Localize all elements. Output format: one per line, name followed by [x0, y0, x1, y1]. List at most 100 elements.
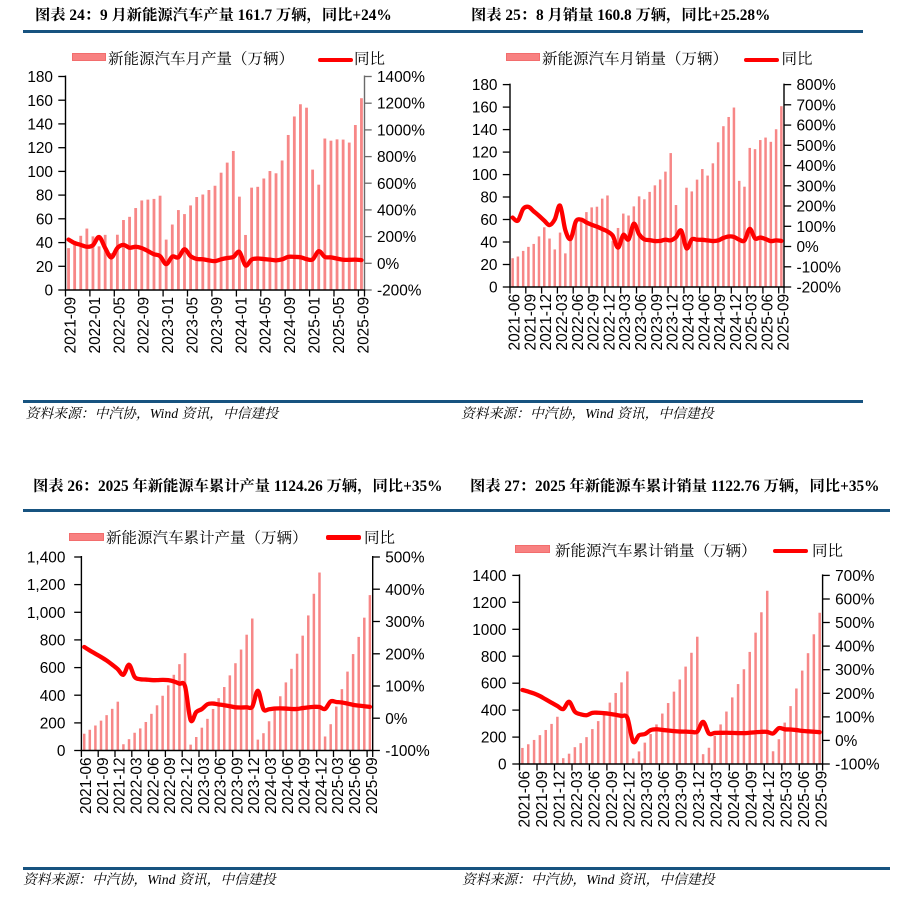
svg-text:2022-03: 2022-03 [569, 771, 586, 827]
svg-text:40: 40 [480, 235, 497, 252]
svg-text:-200%: -200% [377, 283, 422, 300]
svg-text:2024-12: 2024-12 [761, 771, 778, 827]
svg-text:2021-09: 2021-09 [522, 294, 539, 350]
svg-text:2022-01: 2022-01 [87, 297, 104, 353]
svg-text:180: 180 [27, 69, 53, 86]
svg-text:2024-09: 2024-09 [282, 297, 299, 353]
svg-text:600%: 600% [377, 176, 417, 193]
svg-text:2025-06: 2025-06 [347, 758, 364, 814]
svg-text:1400%: 1400% [377, 69, 425, 86]
svg-text:800: 800 [481, 649, 507, 666]
svg-text:2025-09: 2025-09 [814, 771, 831, 827]
svg-text:2024-03: 2024-03 [680, 294, 697, 350]
svg-text:400%: 400% [797, 158, 837, 175]
svg-text:2024-03: 2024-03 [263, 758, 280, 814]
svg-text:2021-06: 2021-06 [507, 294, 524, 350]
svg-text:2023-03: 2023-03 [196, 758, 213, 814]
svg-text:2021-12: 2021-12 [538, 294, 555, 350]
svg-text:1400: 1400 [472, 568, 506, 585]
svg-text:2024-12: 2024-12 [313, 758, 330, 814]
svg-text:2024-09: 2024-09 [297, 758, 314, 814]
svg-text:140: 140 [27, 117, 53, 134]
svg-text:2024-03: 2024-03 [709, 771, 726, 827]
svg-text:1000: 1000 [472, 622, 506, 639]
svg-text:300%: 300% [385, 614, 425, 631]
svg-text:100: 100 [27, 164, 53, 181]
svg-text:80: 80 [36, 188, 53, 205]
svg-text:100: 100 [472, 167, 498, 184]
svg-text:200%: 200% [377, 229, 417, 246]
svg-text:2023-03: 2023-03 [617, 294, 634, 350]
svg-text:-100%: -100% [385, 743, 430, 760]
svg-text:2022-03: 2022-03 [554, 294, 571, 350]
svg-text:200: 200 [40, 715, 66, 732]
svg-text:600: 600 [40, 660, 66, 677]
svg-text:60: 60 [36, 211, 53, 228]
svg-text:40: 40 [36, 235, 53, 252]
svg-text:100%: 100% [835, 709, 875, 726]
svg-text:500%: 500% [797, 138, 837, 155]
svg-text:400: 400 [481, 703, 507, 720]
svg-text:2021-12: 2021-12 [551, 771, 568, 827]
svg-text:2023-06: 2023-06 [213, 758, 230, 814]
svg-text:2025-03: 2025-03 [744, 294, 761, 350]
svg-text:0%: 0% [835, 733, 858, 750]
svg-text:400%: 400% [385, 582, 425, 599]
svg-text:400: 400 [40, 688, 66, 705]
svg-text:0%: 0% [385, 711, 408, 728]
svg-text:2022-06: 2022-06 [145, 758, 162, 814]
svg-text:2021-06: 2021-06 [516, 771, 533, 827]
svg-text:0%: 0% [377, 256, 400, 273]
svg-text:2024-06: 2024-06 [696, 294, 713, 350]
svg-text:2025-09: 2025-09 [775, 294, 792, 350]
svg-text:180: 180 [472, 77, 498, 94]
svg-text:2022-05: 2022-05 [111, 297, 128, 353]
svg-text:-100%: -100% [835, 757, 880, 774]
svg-text:2025-06: 2025-06 [796, 771, 813, 827]
svg-text:0: 0 [498, 757, 507, 774]
svg-text:2021-09: 2021-09 [63, 297, 80, 353]
svg-text:500%: 500% [835, 615, 875, 632]
svg-text:100%: 100% [797, 219, 837, 236]
svg-text:2023-03: 2023-03 [639, 771, 656, 827]
svg-text:400%: 400% [377, 203, 417, 220]
svg-text:80: 80 [480, 190, 497, 207]
svg-text:2023-06: 2023-06 [656, 771, 673, 827]
svg-text:2022-09: 2022-09 [586, 294, 603, 350]
svg-text:200: 200 [481, 730, 507, 747]
svg-text:2025-03: 2025-03 [330, 758, 347, 814]
svg-text:2022-09: 2022-09 [604, 771, 621, 827]
svg-text:2023-09: 2023-09 [209, 297, 226, 353]
svg-text:600%: 600% [797, 118, 837, 135]
svg-text:200%: 200% [797, 199, 837, 216]
svg-text:2025-03: 2025-03 [779, 771, 796, 827]
svg-text:2023-09: 2023-09 [229, 758, 246, 814]
svg-text:2023-01: 2023-01 [160, 297, 177, 353]
svg-text:2024-06: 2024-06 [726, 771, 743, 827]
svg-text:0%: 0% [797, 239, 820, 256]
svg-text:1200: 1200 [472, 595, 506, 612]
svg-text:2024-12: 2024-12 [728, 294, 745, 350]
svg-text:0: 0 [57, 743, 66, 760]
svg-text:800: 800 [40, 633, 66, 650]
svg-text:120: 120 [27, 140, 53, 157]
svg-text:200%: 200% [835, 686, 875, 703]
svg-text:2021-09: 2021-09 [534, 771, 551, 827]
svg-text:1,400: 1,400 [27, 550, 66, 567]
svg-text:-200%: -200% [797, 280, 842, 297]
svg-text:600%: 600% [835, 592, 875, 609]
svg-text:2022-12: 2022-12 [621, 771, 638, 827]
svg-text:2025-09: 2025-09 [364, 758, 381, 814]
svg-text:800%: 800% [377, 149, 417, 166]
svg-text:160: 160 [27, 93, 53, 110]
svg-text:2021-09: 2021-09 [95, 758, 112, 814]
svg-text:0: 0 [44, 283, 53, 300]
svg-text:800%: 800% [797, 77, 837, 94]
svg-text:20: 20 [36, 259, 53, 276]
svg-text:200%: 200% [385, 646, 425, 663]
svg-text:2025-06: 2025-06 [760, 294, 777, 350]
svg-text:120: 120 [472, 145, 498, 162]
svg-text:600: 600 [481, 676, 507, 693]
svg-text:2023-12: 2023-12 [246, 758, 263, 814]
svg-text:20: 20 [480, 257, 497, 274]
